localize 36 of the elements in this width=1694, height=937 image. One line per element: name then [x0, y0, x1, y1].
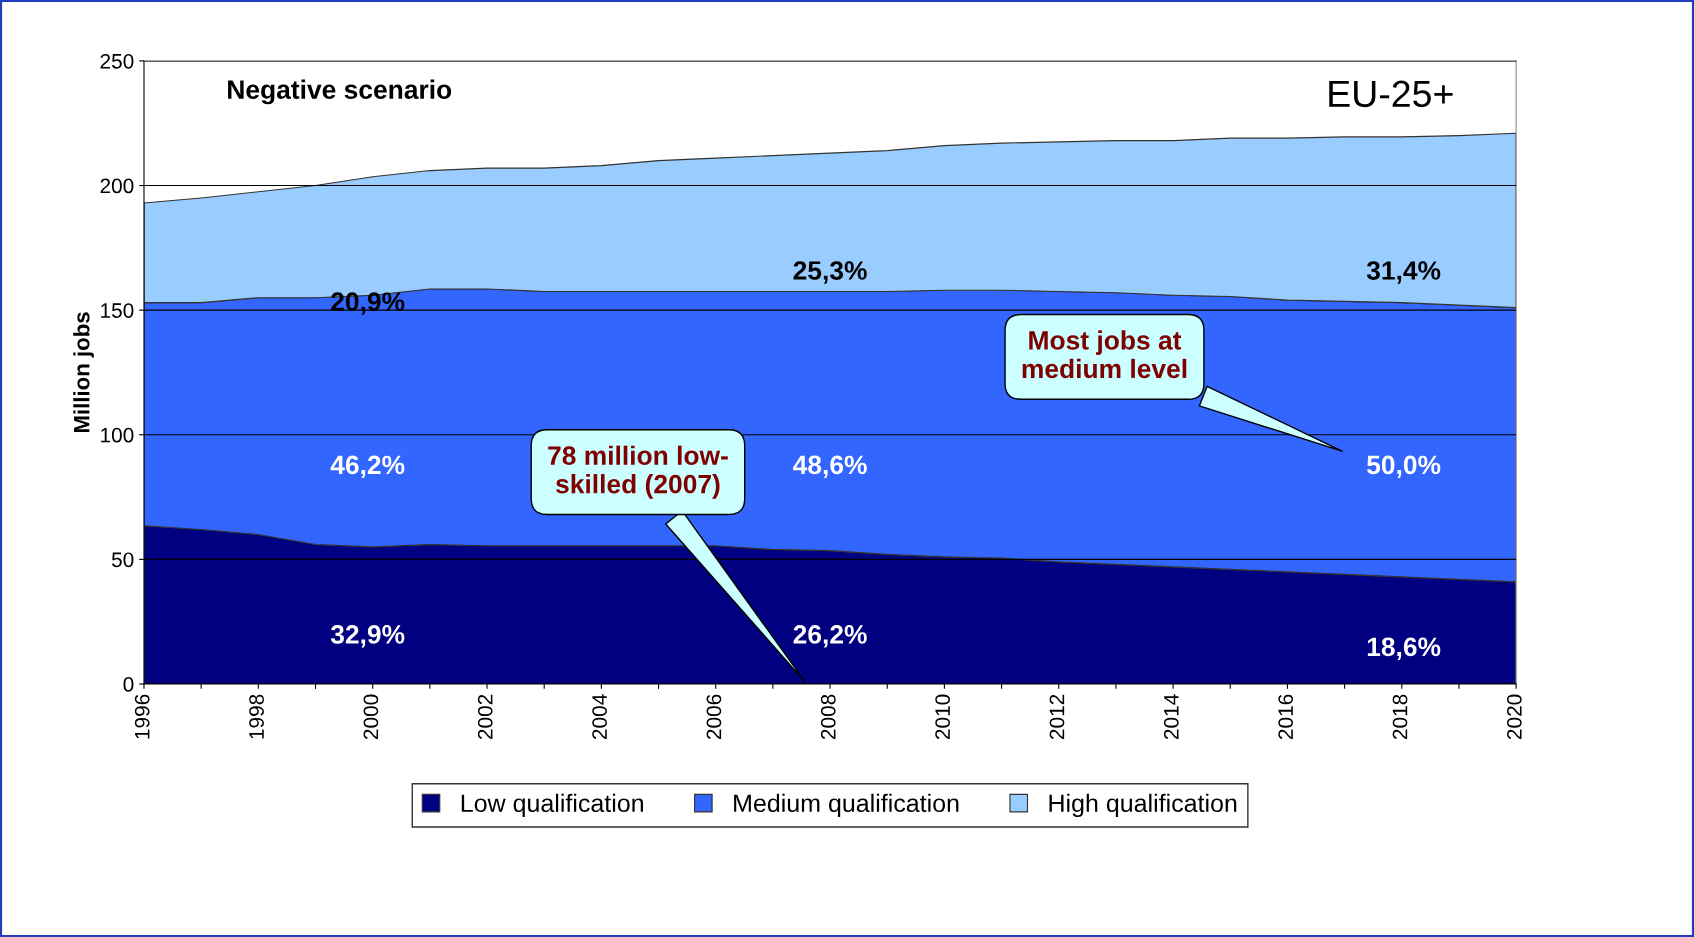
x-tick-label: 2010: [935, 694, 950, 740]
annotation: 31,4%: [1366, 261, 1441, 284]
annotation: 78 million low- skilled (2007): [548, 445, 728, 499]
y-tick-label: 0: [123, 677, 134, 692]
y-axis-title: Million jobs: [73, 312, 94, 433]
chart-subtitle: EU-25+: [1329, 80, 1453, 108]
x-tick-label: 1996: [134, 694, 150, 739]
x-tick-label: 2002: [477, 694, 493, 740]
x-tick-label: 2006: [706, 694, 722, 740]
annotation: 48,6%: [793, 455, 867, 479]
annotation: 18,6%: [1367, 637, 1441, 661]
y-tick-label: 100: [101, 427, 134, 443]
x-tick-label: 2000: [363, 694, 379, 740]
x-tick-label: 1998: [249, 694, 264, 739]
y-tick-label: 200: [100, 178, 134, 194]
x-tick-label: 2008: [820, 694, 836, 740]
x-tick-label: 2016: [1278, 694, 1294, 740]
annotation: Most jobs at medium level: [1022, 330, 1187, 379]
annotation: 32,9%: [330, 625, 405, 648]
legend-label: High qualification: [1049, 793, 1237, 818]
legend-label: Medium qualification: [734, 793, 959, 818]
x-tick-label: 2014: [1163, 694, 1179, 740]
y-tick-label: 150: [101, 303, 134, 318]
annotation: 26,2%: [793, 625, 867, 648]
x-tick-label: 2012: [1049, 694, 1065, 740]
legend-label: Low qualification: [461, 793, 643, 818]
text: Negative scenario: [228, 79, 452, 105]
annotation: 46,2%: [330, 455, 405, 479]
y-tick-label: 250: [100, 53, 134, 69]
annotation: 25,3%: [793, 261, 867, 284]
annotation: 50,0%: [1367, 455, 1441, 479]
x-tick-label: 2020: [1506, 694, 1522, 740]
y-tick-label: 50: [111, 552, 134, 568]
x-tick-label: 2004: [592, 694, 607, 740]
x-tick-label: 2018: [1392, 694, 1408, 740]
annotation: 20,9%: [331, 292, 405, 315]
